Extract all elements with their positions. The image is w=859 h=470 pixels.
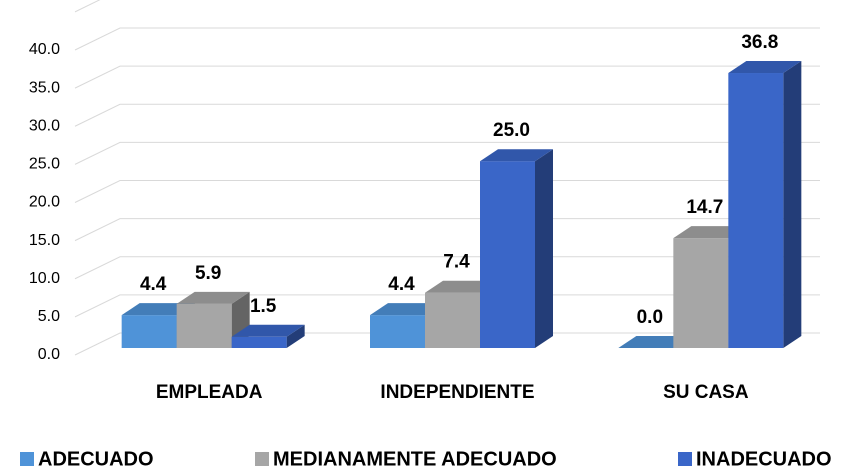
bar <box>618 336 692 348</box>
bar-top <box>618 336 692 348</box>
bar <box>728 61 802 349</box>
y-tick-label: 40.0 <box>29 41 60 58</box>
grid-line <box>74 0 101 13</box>
grid-line <box>74 141 820 165</box>
bar-front <box>121 315 177 348</box>
value-label: 7.4 <box>443 252 470 273</box>
grid-line <box>74 294 820 318</box>
x-tick-label: EMPLEADA <box>156 382 263 403</box>
bar-front <box>480 161 535 348</box>
value-label: 36.8 <box>741 32 778 53</box>
bar-front <box>370 315 425 348</box>
bar-front <box>673 238 729 348</box>
bar <box>231 324 305 348</box>
bar-top <box>728 61 802 74</box>
bar <box>480 149 553 348</box>
value-label: 14.7 <box>686 197 723 218</box>
grid-line <box>74 332 820 356</box>
legend-swatch <box>678 452 692 466</box>
bar-side <box>286 324 305 348</box>
bar-front <box>425 292 480 348</box>
legend-label: MEDIANAMENTE ADECUADO <box>273 448 557 470</box>
y-tick-label: 25.0 <box>29 156 60 173</box>
grid-line <box>74 256 820 280</box>
bar-front <box>231 336 287 348</box>
value-label: 0.0 <box>637 307 663 328</box>
y-tick-label: 10.0 <box>29 270 60 287</box>
grid-line <box>74 65 820 89</box>
bar-front <box>176 303 232 348</box>
legend-label: ADECUADO <box>38 448 154 470</box>
bar-side <box>535 149 553 348</box>
bar-top <box>480 149 553 162</box>
bar-top <box>121 303 195 316</box>
bar-top <box>673 226 747 239</box>
legend-swatch <box>20 452 34 466</box>
bar-top <box>425 280 498 293</box>
y-tick-label: 5.0 <box>38 308 60 325</box>
value-label: 4.4 <box>388 274 415 295</box>
x-tick-label: INDEPENDIENTE <box>380 382 534 403</box>
bar-top <box>176 291 250 304</box>
value-label: 1.5 <box>250 296 277 317</box>
y-tick-label: 35.0 <box>29 79 60 96</box>
x-tick-label: SU CASA <box>663 382 749 403</box>
y-tick-label: 0.0 <box>38 346 60 363</box>
y-tick-label: 20.0 <box>29 194 60 211</box>
value-label: 5.9 <box>195 263 221 284</box>
y-tick-label: 30.0 <box>29 117 60 134</box>
grid-line <box>74 27 820 51</box>
bar-top <box>231 324 305 337</box>
legend-label: INADECUADO <box>696 448 832 470</box>
bar-side <box>783 61 802 349</box>
legend-swatch <box>255 452 269 466</box>
grid-line <box>74 103 820 127</box>
grid-line <box>74 218 820 242</box>
y-tick-label: 15.0 <box>29 232 60 249</box>
bar-front <box>728 73 784 349</box>
value-label: 4.4 <box>140 274 167 295</box>
value-label: 25.0 <box>493 120 530 141</box>
bar-top <box>370 303 443 316</box>
grid-line <box>74 180 820 203</box>
